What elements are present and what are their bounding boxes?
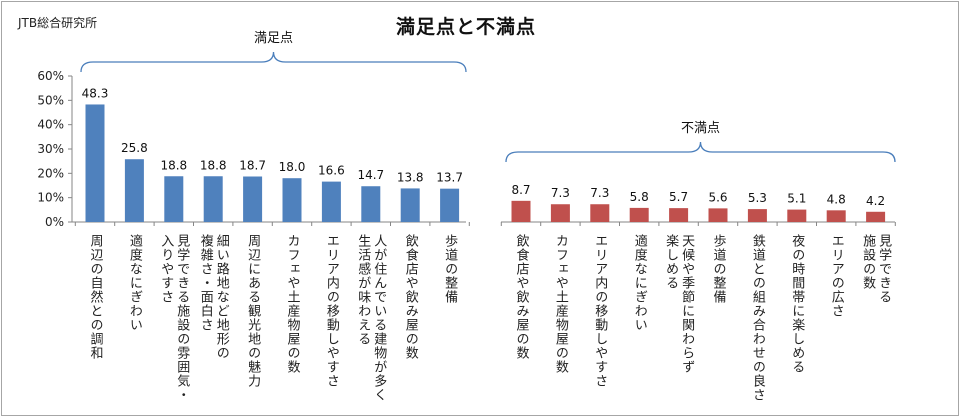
bar bbox=[243, 176, 263, 222]
data-label: 5.1 bbox=[787, 192, 806, 206]
y-tick-label: 10% bbox=[37, 191, 64, 205]
chart-title: 満足点と不満点 bbox=[396, 16, 537, 38]
group-label: 不満点 bbox=[681, 121, 720, 136]
x-category-label: 鉄道との組み合わせの良さ bbox=[750, 234, 766, 402]
y-tick-label: 20% bbox=[37, 166, 64, 180]
source-label: JTB総合研究所 bbox=[18, 16, 98, 30]
data-label: 25.8 bbox=[121, 141, 148, 155]
data-label: 4.2 bbox=[866, 194, 885, 208]
x-category-label: エリア内の移動しやすさ bbox=[592, 234, 608, 388]
x-category-label: カフェや土産物屋の数 bbox=[553, 234, 569, 374]
x-category-label: 入りやすさ bbox=[158, 234, 174, 304]
data-label: 18.8 bbox=[160, 158, 187, 172]
data-label: 18.0 bbox=[279, 160, 306, 174]
group-label: 満足点 bbox=[254, 31, 293, 46]
data-label: 18.7 bbox=[239, 158, 266, 172]
bar bbox=[787, 209, 807, 222]
bar bbox=[85, 104, 105, 222]
bar bbox=[669, 208, 689, 222]
data-label: 48.3 bbox=[82, 86, 109, 100]
data-label: 14.7 bbox=[357, 168, 384, 182]
x-category-label: 飲食店や飲み屋の数 bbox=[514, 233, 530, 360]
x-category-label: エリア内の移動しやすさ bbox=[324, 234, 340, 388]
data-label: 13.8 bbox=[397, 170, 424, 184]
data-label: 5.7 bbox=[669, 190, 688, 204]
x-category-label: 施設の数 bbox=[860, 234, 876, 290]
y-tick-label: 0% bbox=[45, 215, 64, 229]
y-tick-label: 50% bbox=[37, 93, 64, 107]
x-category-label: 周辺の自然との調和 bbox=[88, 234, 104, 360]
x-category-label: エリアの広さ bbox=[829, 234, 845, 318]
x-category-label: カフェや土産物屋の数 bbox=[285, 234, 301, 374]
data-label: 4.8 bbox=[827, 192, 846, 206]
data-label: 5.6 bbox=[708, 190, 727, 204]
data-label: 18.8 bbox=[200, 158, 227, 172]
x-category-label: 見学できる施設の雰囲気・ bbox=[174, 234, 190, 402]
bar bbox=[866, 211, 886, 222]
x-category-label: 夜の時間帯に楽しめる bbox=[789, 234, 805, 374]
bar bbox=[550, 204, 570, 222]
x-category-label: 歩道の整備 bbox=[442, 234, 458, 304]
bar bbox=[590, 204, 610, 222]
bar bbox=[321, 181, 341, 222]
bar bbox=[511, 200, 531, 222]
y-tick-label: 40% bbox=[37, 118, 64, 132]
data-label: 13.7 bbox=[436, 171, 463, 185]
x-category-label: 天候や季節に関わらず bbox=[679, 234, 695, 374]
y-tick-label: 30% bbox=[37, 142, 64, 156]
bar bbox=[708, 208, 728, 222]
data-label: 5.8 bbox=[630, 190, 649, 204]
x-category-label: 人が住んでいる建物が多く bbox=[371, 234, 387, 402]
group-brace bbox=[505, 141, 896, 163]
bar bbox=[440, 188, 460, 222]
x-category-label: 適度なにぎわい bbox=[632, 233, 648, 332]
x-category-label: 生活感が味わえる bbox=[355, 234, 371, 346]
group-brace bbox=[80, 51, 467, 73]
bar bbox=[400, 188, 420, 222]
bar bbox=[203, 176, 223, 222]
x-category-label: 見学できる bbox=[876, 234, 892, 304]
x-category-label: 細い路地など地形の bbox=[214, 234, 230, 360]
x-category-label: 歩道の整備 bbox=[711, 234, 727, 304]
x-category-label: 楽しめる bbox=[663, 233, 679, 290]
x-category-label: 複雑さ・面白さ bbox=[198, 233, 214, 332]
data-label: 7.3 bbox=[590, 186, 609, 200]
y-tick-label: 60% bbox=[37, 69, 64, 83]
bar bbox=[826, 210, 846, 222]
bar bbox=[164, 176, 184, 222]
x-category-label: 周辺にある観光地の魅力 bbox=[245, 234, 261, 388]
bar bbox=[747, 209, 767, 222]
data-label: 7.3 bbox=[551, 186, 570, 200]
data-label: 8.7 bbox=[511, 183, 530, 197]
bar bbox=[282, 178, 302, 222]
data-label: 16.6 bbox=[318, 164, 345, 178]
x-category-label: 飲食店や飲み屋の数 bbox=[403, 233, 419, 360]
bar bbox=[361, 186, 381, 222]
data-label: 5.3 bbox=[748, 191, 767, 205]
bar bbox=[629, 207, 649, 222]
bar bbox=[124, 159, 144, 222]
x-category-label: 適度なにぎわい bbox=[127, 233, 143, 332]
